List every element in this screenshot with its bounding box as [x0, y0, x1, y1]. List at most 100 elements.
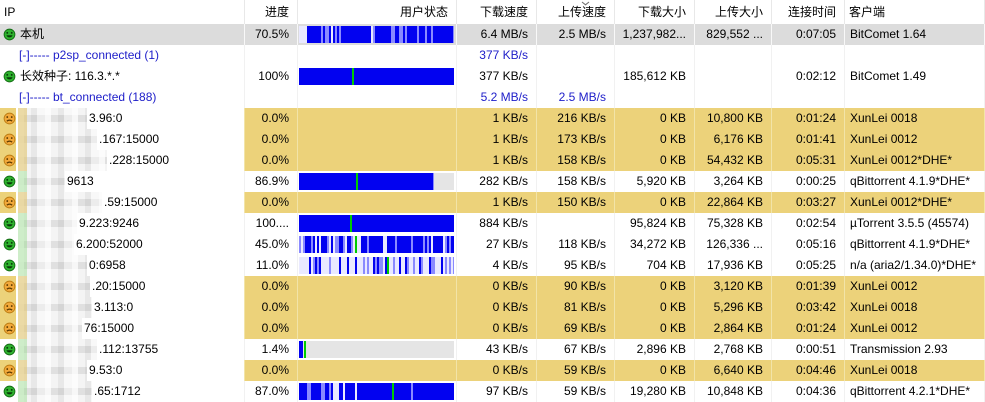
happy-peer-icon	[3, 385, 16, 398]
download-size-cell: 0 KB	[615, 129, 695, 150]
download-size-cell: 34,272 KB	[615, 234, 695, 255]
download-size-cell	[615, 45, 695, 66]
client-cell: qBittorrent 4.1.9*DHE*	[845, 234, 985, 255]
sad-peer-icon	[3, 112, 16, 125]
progress-cell: 0.0%	[245, 192, 298, 213]
upload-size-cell: 2,864 KB	[695, 318, 772, 339]
upload-size-cell: 3,120 KB	[695, 276, 772, 297]
status-bar-cell	[298, 108, 457, 129]
status-bar-cell	[298, 129, 457, 150]
table-row[interactable]: 0:6958 11.0% 4 KB/s 95 KB/s 704 KB 17,93…	[0, 255, 985, 276]
table-row[interactable]: .112:13755 1.4% 43 KB/s 67 KB/s 2,896 KB…	[0, 339, 985, 360]
status-bar-cell	[298, 360, 457, 381]
client-cell: n/a (aria2/1.34.0)*DHE*	[845, 255, 985, 276]
upload-speed-cell: 173 KB/s	[537, 129, 615, 150]
peer-status-icon-slot	[3, 133, 16, 146]
status-bar-cell	[298, 339, 457, 360]
peer-status-icon-slot	[3, 343, 16, 356]
sad-peer-icon	[3, 280, 16, 293]
ip-address: 3.113:0	[94, 300, 134, 314]
pieces-bar	[299, 257, 454, 274]
download-speed-cell: 1 KB/s	[457, 192, 537, 213]
peer-status-icon-slot	[3, 301, 16, 314]
upload-speed-cell: 95 KB/s	[537, 255, 615, 276]
progress-cell: 0.0%	[245, 318, 298, 339]
connect-time-cell: 0:02:12	[772, 66, 845, 87]
column-header-ip[interactable]: IP	[0, 0, 245, 24]
download-speed-cell: 377 KB/s	[457, 45, 537, 66]
download-size-cell: 0 KB	[615, 360, 695, 381]
download-speed-cell: 0 KB/s	[457, 297, 537, 318]
happy-peer-icon	[3, 238, 16, 251]
column-header-ul[interactable]: 上传速度	[537, 0, 615, 24]
status-bar-cell	[298, 150, 457, 171]
column-header-time[interactable]: 连接时间	[772, 0, 845, 24]
connect-time-cell: 0:07:05	[772, 24, 845, 45]
table-row[interactable]: .20:15000 0.0% 0 KB/s 90 KB/s 0 KB 3,120…	[0, 276, 985, 297]
sad-peer-icon	[3, 154, 16, 167]
table-row[interactable]: 长效种子: 116.3.*.* 100% 377 KB/s 185,612 KB…	[0, 66, 985, 87]
connect-time-cell	[772, 87, 845, 108]
table-row[interactable]: .228:15000 0.0% 1 KB/s 158 KB/s 0 KB 54,…	[0, 150, 985, 171]
table-row[interactable]: 6.200:52000 45.0% 27 KB/s 118 KB/s 34,27…	[0, 234, 985, 255]
table-row[interactable]: 76:15000 0.0% 0 KB/s 69 KB/s 0 KB 2,864 …	[0, 318, 985, 339]
column-header-dsize[interactable]: 下载大小	[615, 0, 695, 24]
column-header-client[interactable]: 客户端	[845, 0, 985, 24]
connect-time-cell: 0:04:46	[772, 360, 845, 381]
ip-cell: 3.96:0	[0, 108, 245, 129]
download-speed-cell: 5.2 MB/s	[457, 87, 537, 108]
column-header-label: 连接时间	[787, 5, 836, 19]
upload-speed-cell: 216 KB/s	[537, 108, 615, 129]
client-cell: XunLei 0018	[845, 108, 985, 129]
upload-size-cell: 10,848 KB	[695, 381, 772, 402]
client-cell: XunLei 0012	[845, 129, 985, 150]
client-cell: XunLei 0012*DHE*	[845, 150, 985, 171]
table-row[interactable]: [-]----- bt_connected (188) 5.2 MB/s 2.5…	[0, 87, 985, 108]
column-header-label: 下载大小	[637, 5, 686, 19]
connect-time-cell: 0:05:25	[772, 255, 845, 276]
ip-address: .228:15000	[109, 153, 170, 167]
upload-size-cell: 6,176 KB	[695, 129, 772, 150]
censored-ip-blur	[18, 234, 74, 255]
download-speed-cell: 4 KB/s	[457, 255, 537, 276]
table-row[interactable]: 9613 86.9% 282 KB/s 158 KB/s 5,920 KB 3,…	[0, 171, 985, 192]
download-speed-cell: 282 KB/s	[457, 171, 537, 192]
column-header-label: 进度	[264, 5, 289, 19]
peer-status-icon-slot	[3, 259, 16, 272]
happy-peer-icon	[3, 343, 16, 356]
connect-time-cell: 0:05:16	[772, 234, 845, 255]
table-row[interactable]: 3.96:0 0.0% 1 KB/s 216 KB/s 0 KB 10,800 …	[0, 108, 985, 129]
column-header-usize[interactable]: 上传大小	[695, 0, 772, 24]
censored-ip-blur	[18, 276, 90, 297]
table-row[interactable]: [-]----- p2sp_connected (1) 377 KB/s	[0, 45, 985, 66]
table-row[interactable]: 9.53:0 0.0% 0 KB/s 59 KB/s 0 KB 6,640 KB…	[0, 360, 985, 381]
download-size-cell: 0 KB	[615, 318, 695, 339]
ip-cell: 3.113:0	[0, 297, 245, 318]
sad-peer-icon	[3, 322, 16, 335]
table-row[interactable]: 本机 70.5% 6.4 MB/s 2.5 MB/s 1,237,982... …	[0, 24, 985, 45]
sort-descending-icon	[581, 1, 590, 6]
table-row[interactable]: 9.223:9246 100.... 884 KB/s 95,824 KB 75…	[0, 213, 985, 234]
client-cell	[845, 87, 985, 108]
column-header-status[interactable]: 用户状态	[298, 0, 457, 24]
table-row[interactable]: 3.113:0 0.0% 0 KB/s 81 KB/s 0 KB 5,296 K…	[0, 297, 985, 318]
table-row[interactable]: .59:15000 0.0% 1 KB/s 150 KB/s 0 KB 22,8…	[0, 192, 985, 213]
table-row[interactable]: .167:15000 0.0% 1 KB/s 173 KB/s 0 KB 6,1…	[0, 129, 985, 150]
connect-time-cell: 0:01:24	[772, 108, 845, 129]
client-cell: BitComet 1.64	[845, 24, 985, 45]
client-cell: qBittorrent 4.1.9*DHE*	[845, 171, 985, 192]
progress-cell: 11.0%	[245, 255, 298, 276]
column-header-progress[interactable]: 进度	[245, 0, 298, 24]
pieces-bar	[299, 215, 454, 232]
column-header-label: 上传速度	[557, 5, 606, 19]
download-speed-cell: 43 KB/s	[457, 339, 537, 360]
connect-time-cell: 0:04:36	[772, 381, 845, 402]
download-speed-cell: 0 KB/s	[457, 318, 537, 339]
ip-address: [-]----- p2sp_connected (1)	[19, 48, 160, 62]
peer-status-icon-slot	[3, 175, 16, 188]
column-header-dl[interactable]: 下载速度	[457, 0, 537, 24]
upload-size-cell: 5,296 KB	[695, 297, 772, 318]
download-speed-cell: 0 KB/s	[457, 360, 537, 381]
table-row[interactable]: .65:1712 87.0% 97 KB/s 59 KB/s 19,280 KB…	[0, 381, 985, 402]
download-size-cell: 95,824 KB	[615, 213, 695, 234]
